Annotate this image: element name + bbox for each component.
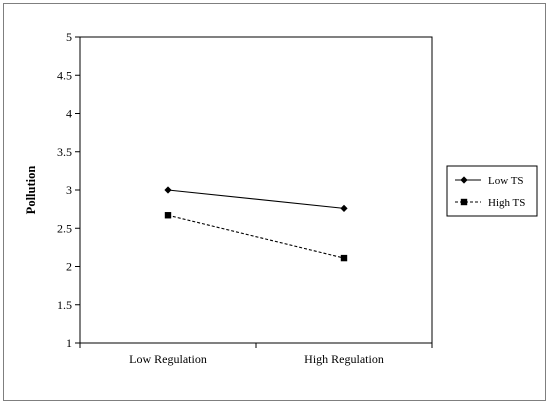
data-point-marker — [164, 186, 172, 194]
y-tick-label: 4.5 — [57, 68, 72, 82]
y-tick-label: 2 — [66, 260, 72, 274]
legend-label: Low TS — [488, 175, 524, 187]
x-tick-label: High Regulation — [304, 352, 384, 366]
y-tick-label: 2.5 — [57, 221, 72, 235]
data-point-marker — [340, 204, 348, 212]
legend-marker — [460, 198, 468, 206]
y-axis: 1 1.5 2 2.5 3 3.5 4 4.5 5 — [57, 30, 80, 350]
series-line — [167, 214, 345, 259]
y-tick-label: 5 — [66, 30, 72, 44]
y-tick-label: 1 — [66, 336, 72, 350]
y-tick-label: 3 — [66, 183, 72, 197]
x-tick-label: Low Regulation — [129, 352, 207, 366]
y-tick-label: 3.5 — [57, 145, 72, 159]
legend-label: High TS — [488, 197, 525, 209]
legend: Low TS High TS — [446, 165, 538, 217]
plot-area — [79, 36, 433, 344]
data-point-marker — [340, 254, 348, 262]
series-line — [167, 189, 345, 209]
y-tick-label: 4 — [66, 107, 72, 121]
legend-box — [446, 165, 538, 217]
data-point-marker — [164, 212, 172, 219]
y-tick-label: 1.5 — [57, 298, 72, 312]
legend-marker — [460, 176, 468, 184]
series-layer — [164, 186, 348, 262]
y-axis-title: Pollution — [24, 166, 38, 215]
x-axis: Low Regulation High Regulation — [79, 343, 433, 366]
